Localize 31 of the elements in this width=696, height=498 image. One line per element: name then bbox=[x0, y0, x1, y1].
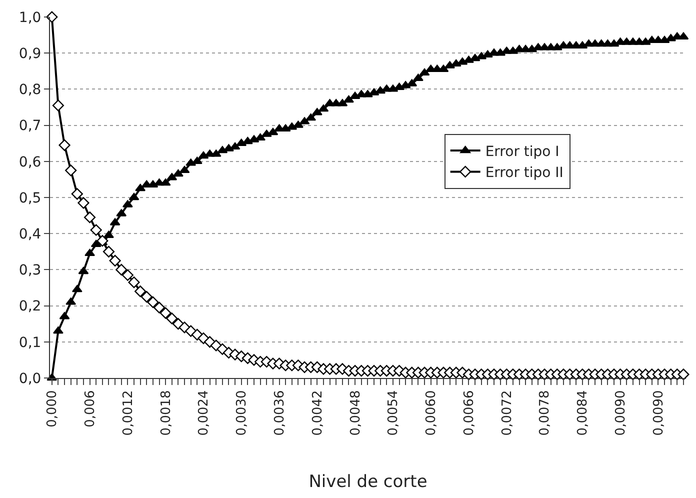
x-tick-label: 0,0084 bbox=[576, 390, 591, 436]
y-tick-label: 0,6 bbox=[18, 154, 42, 170]
x-tick-label: 0,0036 bbox=[272, 390, 288, 436]
x-tick-label: 0,006 bbox=[83, 390, 98, 428]
x-tick-label: 0,0060 bbox=[424, 390, 440, 436]
y-tick-label: 0,1 bbox=[18, 334, 42, 351]
y-tick-label: 0,4 bbox=[18, 226, 42, 242]
x-tick-label: 0,0042 bbox=[310, 390, 326, 436]
y-tick-label: 0,9 bbox=[18, 46, 42, 62]
y-tick-label: 0,7 bbox=[18, 118, 42, 134]
x-tick-label: 0,0018 bbox=[158, 390, 174, 436]
x-tick-label: 0,0072 bbox=[500, 390, 515, 436]
y-tick-label: 0,2 bbox=[18, 298, 42, 315]
x-tick-label: 0,000 bbox=[45, 390, 60, 428]
x-tick-label: 0,0030 bbox=[234, 390, 250, 436]
legend-label: Error tipo II bbox=[485, 165, 564, 182]
x-tick-label: 0,0090 bbox=[651, 390, 666, 436]
x-tick-label: 0,0066 bbox=[462, 390, 477, 436]
y-tick-label: 0,3 bbox=[18, 262, 42, 279]
x-tick-label: 0,0012 bbox=[120, 390, 136, 436]
y-tick-label: 0,8 bbox=[18, 82, 42, 98]
x-tick-label: 0,0078 bbox=[538, 390, 553, 436]
y-tick-label: 0,5 bbox=[18, 190, 42, 206]
x-tick-label: 0,0090 bbox=[614, 390, 629, 436]
x-tick-label: 0,0048 bbox=[348, 390, 364, 436]
x-tick-label: 0,0054 bbox=[386, 390, 402, 436]
y-tick-label: 0,0 bbox=[18, 370, 42, 387]
x-axis-title: Nivel de corte bbox=[308, 472, 428, 492]
legend-label: Error tipo I bbox=[485, 144, 560, 160]
y-tick-label: 1,0 bbox=[18, 10, 42, 26]
x-tick-label: 0,0024 bbox=[196, 390, 212, 436]
